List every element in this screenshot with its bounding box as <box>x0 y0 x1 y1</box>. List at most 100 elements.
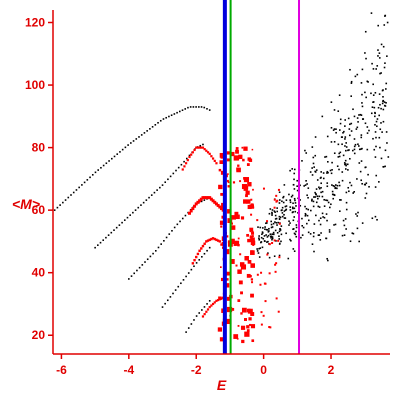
black-data-point <box>353 115 356 118</box>
black-data-point <box>291 194 294 197</box>
red-data-point <box>201 146 205 149</box>
black-data-point <box>364 166 367 169</box>
black-data-point <box>365 96 367 99</box>
black-data-point <box>184 214 187 217</box>
black-data-point <box>97 244 99 246</box>
black-data-point <box>304 215 307 217</box>
black-data-point <box>378 57 381 59</box>
black-data-point <box>162 118 165 120</box>
black-data-point <box>271 214 273 216</box>
black-data-point <box>376 65 379 67</box>
black-data-point <box>344 168 347 170</box>
black-data-point <box>318 206 321 208</box>
black-data-point <box>381 131 383 133</box>
black-data-point <box>261 233 263 236</box>
black-data-point <box>317 197 319 200</box>
black-data-point <box>187 106 189 109</box>
black-data-point <box>349 181 351 184</box>
red-data-point <box>230 225 236 230</box>
black-data-point <box>366 132 369 134</box>
black-data-point <box>159 186 161 189</box>
black-data-point <box>341 179 344 182</box>
black-data-point <box>344 119 347 121</box>
red-data-point <box>194 202 198 206</box>
black-data-point <box>187 272 190 274</box>
black-data-point <box>376 218 378 221</box>
black-data-point <box>292 248 295 250</box>
black-data-point <box>115 226 118 229</box>
black-data-point <box>306 214 309 217</box>
x-tick-label: -6 <box>56 363 67 377</box>
black-data-point <box>269 233 272 236</box>
black-data-point <box>374 156 377 158</box>
black-data-point <box>359 170 362 173</box>
black-data-point <box>358 240 360 243</box>
black-data-point <box>378 181 380 183</box>
red-data-point <box>250 324 256 329</box>
red-data-point <box>252 206 255 209</box>
red-data-point <box>251 230 254 233</box>
black-data-point <box>266 241 268 243</box>
black-data-point <box>330 101 333 103</box>
black-data-point <box>285 232 287 235</box>
black-data-point <box>345 164 347 167</box>
black-data-point <box>203 199 206 201</box>
red-data-point <box>251 231 255 235</box>
black-data-point <box>350 184 353 187</box>
black-data-point <box>311 167 313 169</box>
black-data-point <box>208 246 211 249</box>
black-data-point <box>75 189 78 191</box>
black-data-point <box>285 199 288 201</box>
black-data-point <box>157 246 160 249</box>
x-axis-title: E <box>217 377 227 393</box>
red-data-point <box>226 151 231 155</box>
red-data-point <box>243 146 248 151</box>
black-data-point <box>259 247 262 249</box>
black-data-point <box>343 162 346 164</box>
black-data-point <box>380 157 383 160</box>
red-data-point <box>218 296 222 301</box>
black-data-point <box>378 136 381 139</box>
black-data-point <box>377 55 379 57</box>
black-data-point <box>347 186 350 189</box>
red-data-point <box>219 160 224 164</box>
red-data-point <box>205 149 208 152</box>
red-data-point <box>235 214 240 220</box>
black-data-point <box>370 92 372 95</box>
black-data-point <box>279 229 282 231</box>
black-data-point <box>184 108 187 110</box>
black-data-point <box>322 172 325 174</box>
black-data-point <box>285 205 288 207</box>
black-data-point <box>280 240 282 243</box>
black-data-point <box>302 226 305 229</box>
black-data-point <box>154 250 157 252</box>
black-data-point <box>358 145 360 147</box>
red-data-point <box>206 308 210 311</box>
black-data-point <box>324 156 326 158</box>
black-data-point <box>350 95 353 97</box>
black-data-point <box>277 221 280 224</box>
red-data-point <box>234 211 239 216</box>
black-data-point <box>208 300 211 302</box>
black-data-point <box>185 157 188 160</box>
red-data-point <box>217 327 223 332</box>
black-data-point <box>323 216 326 219</box>
red-data-point <box>252 188 254 191</box>
black-data-point <box>338 129 341 131</box>
black-data-point <box>315 188 318 190</box>
black-data-point <box>382 165 385 168</box>
black-data-point <box>268 227 270 230</box>
black-data-point <box>294 199 296 202</box>
black-data-point <box>384 62 386 64</box>
black-data-point <box>86 179 89 181</box>
black-data-point <box>293 207 296 210</box>
black-data-point <box>178 110 181 113</box>
black-data-point <box>345 149 347 152</box>
black-data-point <box>105 162 108 165</box>
black-data-point <box>174 289 177 291</box>
black-data-point <box>305 180 307 182</box>
black-data-point <box>344 136 347 138</box>
red-data-point <box>191 262 195 265</box>
black-data-point <box>145 199 148 201</box>
black-data-point <box>72 191 75 194</box>
